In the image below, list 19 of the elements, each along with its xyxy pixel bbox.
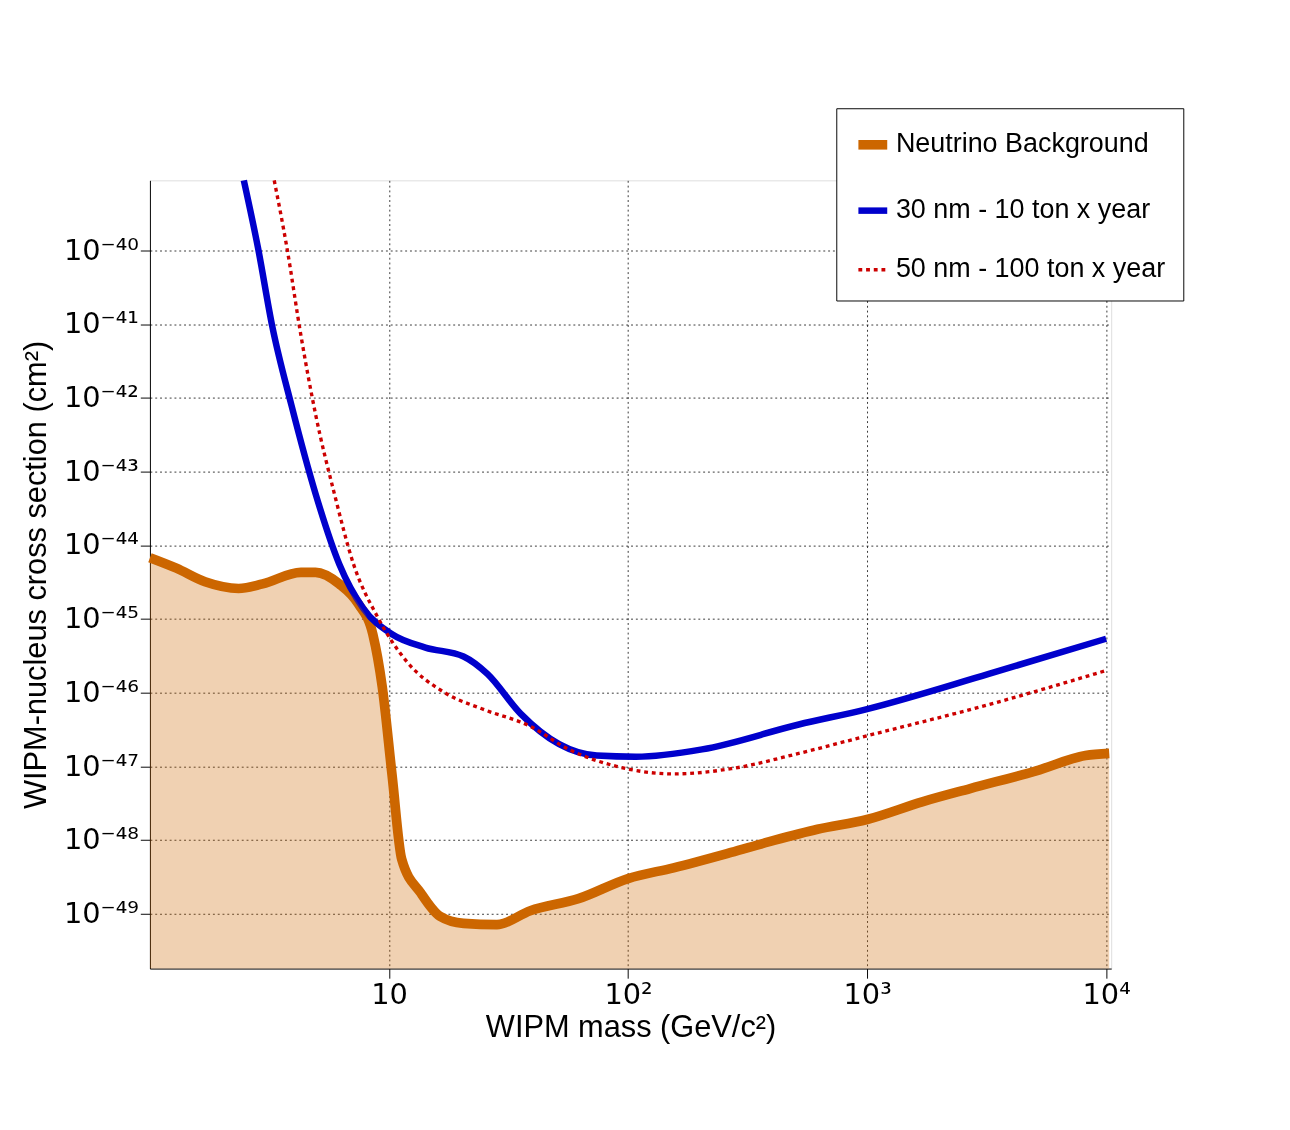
x-axis-title: WIPM mass (GeV/c²) (485, 1009, 777, 1045)
y-tick-label: 10⁻⁴² (63, 380, 139, 415)
y-axis-title: WIPM-nucleus cross section (cm²) (17, 340, 53, 810)
y-tick-label: 10⁻⁴⁴ (63, 527, 139, 562)
y-tick-label: 10⁻⁴⁹ (63, 895, 139, 930)
x-tick-label: 10⁴ (1082, 976, 1131, 1011)
y-tick-label: 10⁻⁴⁷ (63, 748, 139, 783)
x-tick-label: 10 (371, 976, 408, 1011)
y-tick-label: 10⁻⁴⁶ (63, 674, 139, 709)
y-tick-label: 10⁻⁴⁰ (63, 232, 139, 267)
legend-label: Neutrino Background (895, 128, 1149, 159)
y-tick-label: 10⁻⁴¹ (63, 306, 139, 341)
y-tick-label: 10⁻⁴⁵ (63, 601, 139, 636)
legend-label: 50 nm - 100 ton x year (895, 253, 1166, 284)
y-tick-label: 10⁻⁴⁸ (63, 822, 139, 857)
x-tick-label: 10³ (843, 976, 892, 1011)
y-tick-label: 10⁻⁴³ (63, 453, 139, 488)
legend-label: 30 nm - 10 ton x year (895, 194, 1151, 225)
x-tick-label: 10² (604, 976, 653, 1011)
